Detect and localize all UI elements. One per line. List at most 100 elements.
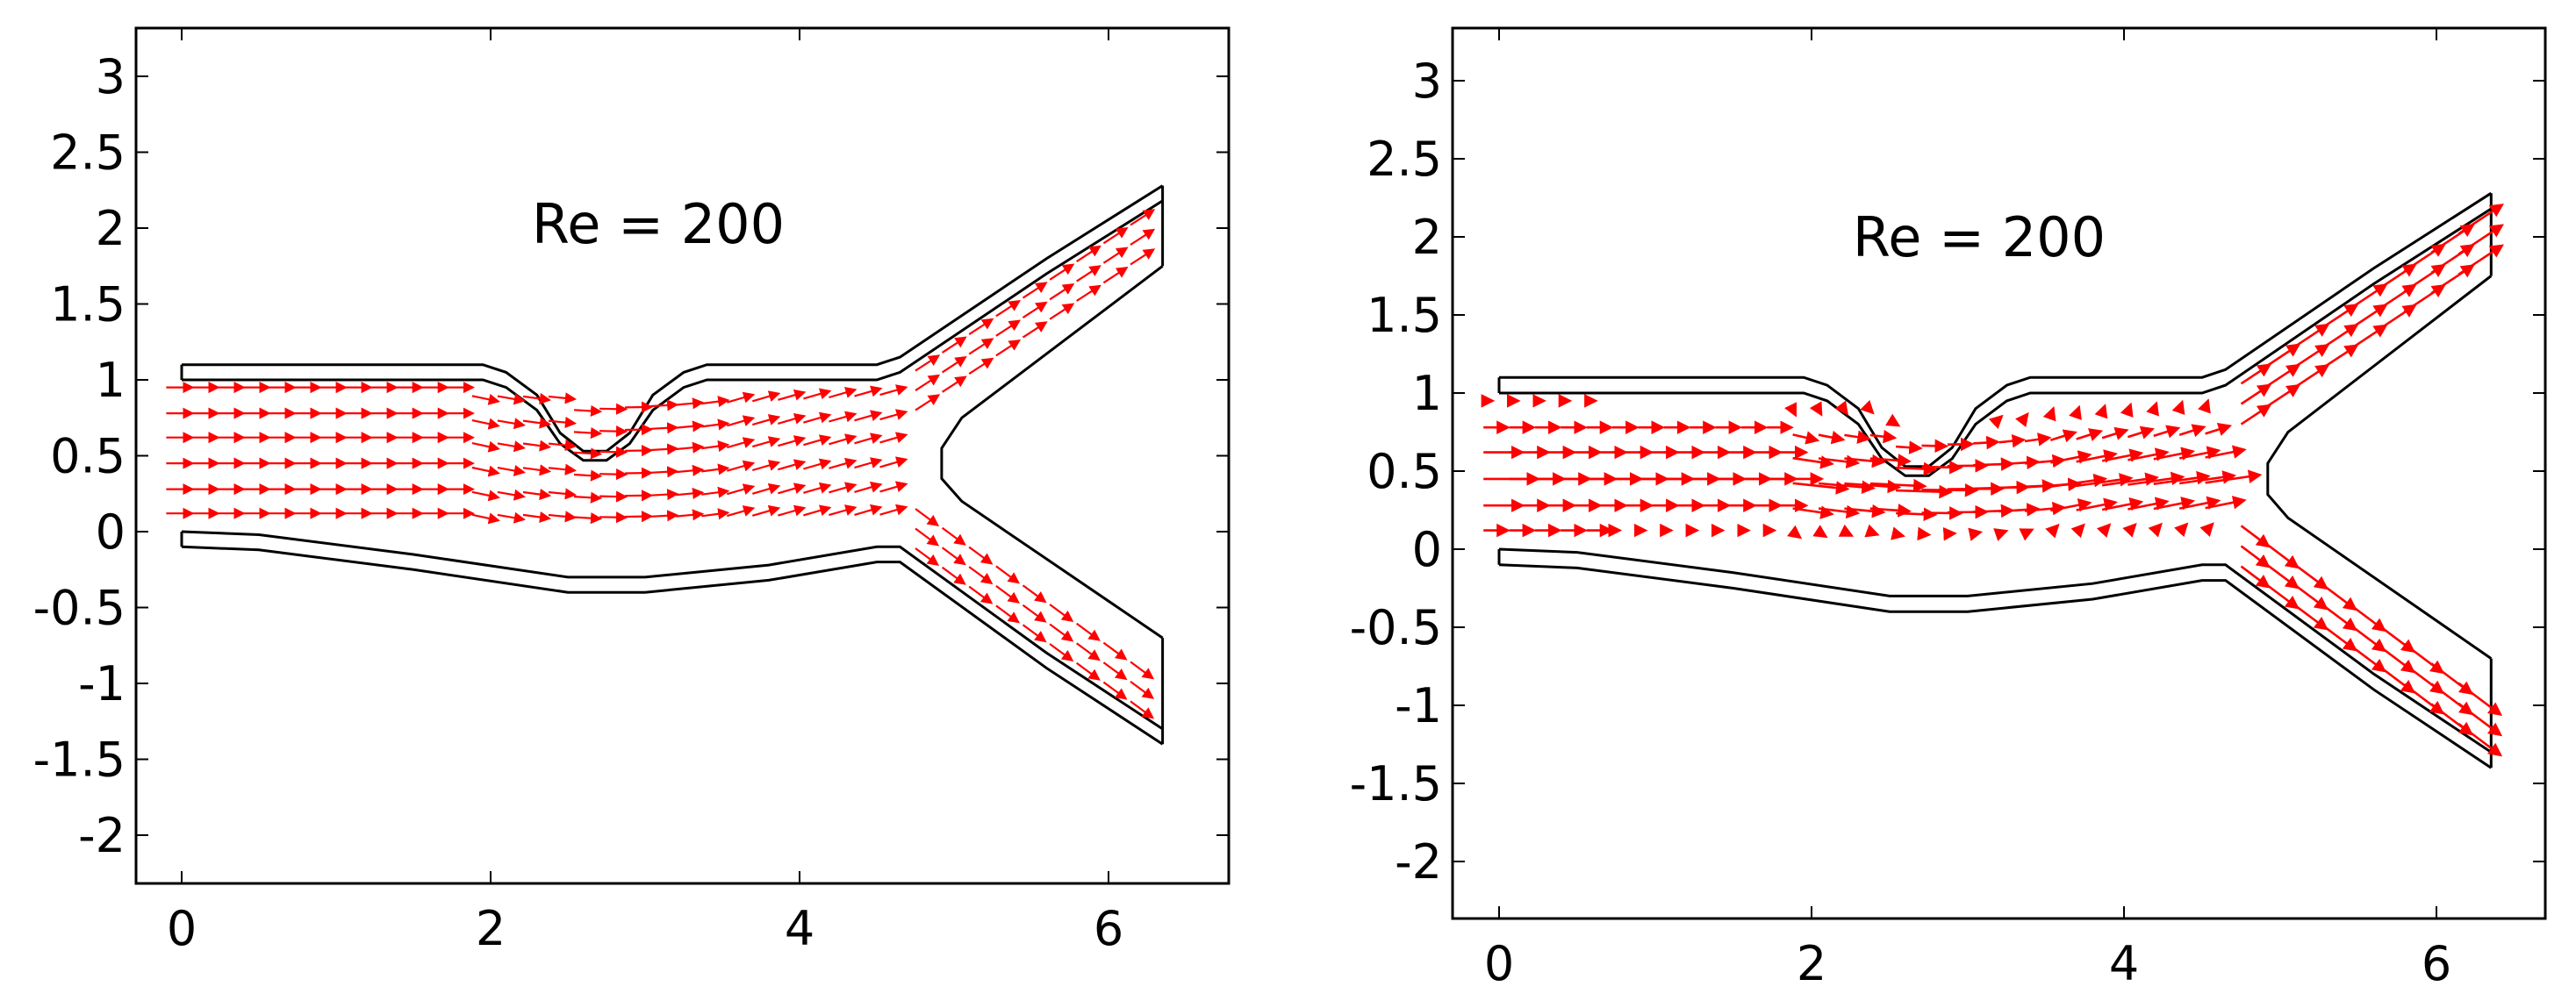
velocity-arrow — [915, 374, 941, 392]
velocity-arrow — [968, 338, 994, 355]
velocity-arrow — [2128, 425, 2155, 440]
velocity-arrow — [1844, 430, 1871, 444]
velocity-arrow — [1818, 454, 1861, 469]
velocity-arrow — [1921, 439, 1949, 454]
velocity-arrow — [1076, 284, 1101, 302]
velocity-arrow — [650, 399, 679, 411]
velocity-arrow — [599, 403, 628, 415]
velocity-arrow — [1076, 245, 1101, 263]
velocity-arrow — [1130, 228, 1156, 246]
velocity-arrow — [2076, 449, 2118, 463]
x-tick-label: 6 — [1094, 901, 1123, 956]
velocity-arrow — [2240, 565, 2271, 589]
y-tick-label: -0.5 — [33, 581, 126, 636]
velocity-arrow — [625, 401, 654, 413]
velocity-arrow — [1130, 700, 1155, 719]
velocity-arrow — [548, 463, 578, 475]
velocity-arrow — [915, 354, 941, 372]
velocity-arrow — [2240, 404, 2272, 425]
velocity-arrow — [2458, 722, 2503, 757]
velocity-arrow — [941, 336, 967, 354]
velocity-arrow — [2094, 404, 2108, 419]
velocity-arrow — [2294, 584, 2328, 611]
velocity-arrow — [854, 410, 883, 422]
velocity-arrow — [522, 417, 552, 429]
wall-segment — [1499, 191, 2493, 468]
velocity-arrow — [751, 483, 781, 495]
velocity-arrow — [471, 512, 500, 525]
y-tick-label: 0.5 — [1367, 444, 1442, 499]
velocity-arrow — [1834, 400, 1849, 416]
y-tick-label: -1 — [78, 656, 126, 711]
velocity-arrow — [1896, 507, 1938, 522]
velocity-arrow — [2205, 469, 2263, 484]
x-tick-label: 2 — [476, 901, 506, 956]
velocity-arrow — [2120, 402, 2134, 418]
velocity-arrow — [1049, 604, 1074, 623]
velocity-arrow — [2101, 448, 2144, 462]
y-tick-label: -1 — [1395, 678, 1442, 733]
velocity-arrow — [1896, 461, 1938, 476]
velocity-arrow — [726, 391, 756, 404]
plot-frame — [134, 26, 1231, 885]
y-tick-label: -1.5 — [33, 733, 126, 788]
y-tick-label: -2 — [1395, 834, 1442, 890]
velocity-arrow — [522, 440, 552, 452]
velocity-arrow — [548, 511, 578, 523]
velocity-arrow — [2049, 429, 2077, 443]
velocity-arrow — [676, 464, 705, 476]
x-tick-label: 0 — [1484, 936, 1514, 991]
velocity-arrow — [2024, 433, 2052, 447]
velocity-arrow — [751, 390, 781, 403]
velocity-arrow — [829, 433, 857, 446]
velocity-arrow — [726, 437, 756, 449]
velocity-arrow — [778, 389, 807, 401]
velocity-arrow — [2199, 522, 2214, 538]
velocity-arrow — [803, 504, 832, 517]
velocity-arrow — [778, 435, 807, 447]
velocity-arrow — [803, 458, 832, 470]
velocity-arrow — [497, 418, 526, 430]
velocity-arrow — [2045, 523, 2060, 539]
axis-ticks: 3 2.5 2 1.5 1 0.5 0 -0.5 -1 -1.5 -2 0 2 4 6 — [33, 28, 1229, 956]
velocity-arrow — [2128, 471, 2185, 486]
velocity-arrow — [879, 456, 908, 468]
velocity-arrow — [829, 411, 857, 423]
velocity-arrow — [778, 504, 807, 517]
velocity-arrow — [625, 467, 654, 479]
velocity-arrow — [2267, 584, 2300, 610]
velocity-arrow — [701, 418, 730, 431]
velocity-arrow — [676, 420, 705, 433]
velocity-arrow — [1102, 681, 1128, 700]
velocity-arrow — [751, 504, 781, 517]
y-tick-label: -1.5 — [1350, 756, 1442, 811]
y-tick-label: 2 — [96, 201, 126, 256]
velocity-arrow — [522, 392, 552, 404]
velocity-arrow — [625, 424, 654, 436]
channel-walls — [180, 184, 1165, 746]
y-tick-label: 3 — [96, 49, 126, 104]
velocity-arrow — [2128, 447, 2170, 461]
velocity-arrow — [650, 466, 679, 478]
velocity-arrow — [2050, 473, 2108, 488]
y-tick-label: 0 — [96, 504, 126, 560]
velocity-arrow — [701, 396, 730, 408]
velocity-arrow — [676, 397, 705, 410]
velocity-arrow — [1968, 527, 1984, 541]
velocity-arrow — [915, 527, 940, 547]
velocity-arrow — [1988, 414, 2004, 430]
velocity-arrow — [522, 511, 552, 524]
velocity-arrow — [2205, 496, 2247, 510]
velocity-arrow — [1896, 440, 1923, 454]
velocity-arrow — [2240, 383, 2272, 405]
velocity-arrow — [803, 482, 832, 494]
velocity-arrow — [941, 355, 967, 374]
velocity-arrow — [726, 505, 756, 518]
velocity-arrow — [1102, 641, 1128, 661]
velocity-arrow — [2267, 544, 2300, 569]
velocity-arrow — [915, 394, 941, 411]
velocity-arrow — [2294, 343, 2330, 368]
velocity-arrow — [854, 481, 883, 493]
velocity-arrow — [1022, 301, 1048, 319]
